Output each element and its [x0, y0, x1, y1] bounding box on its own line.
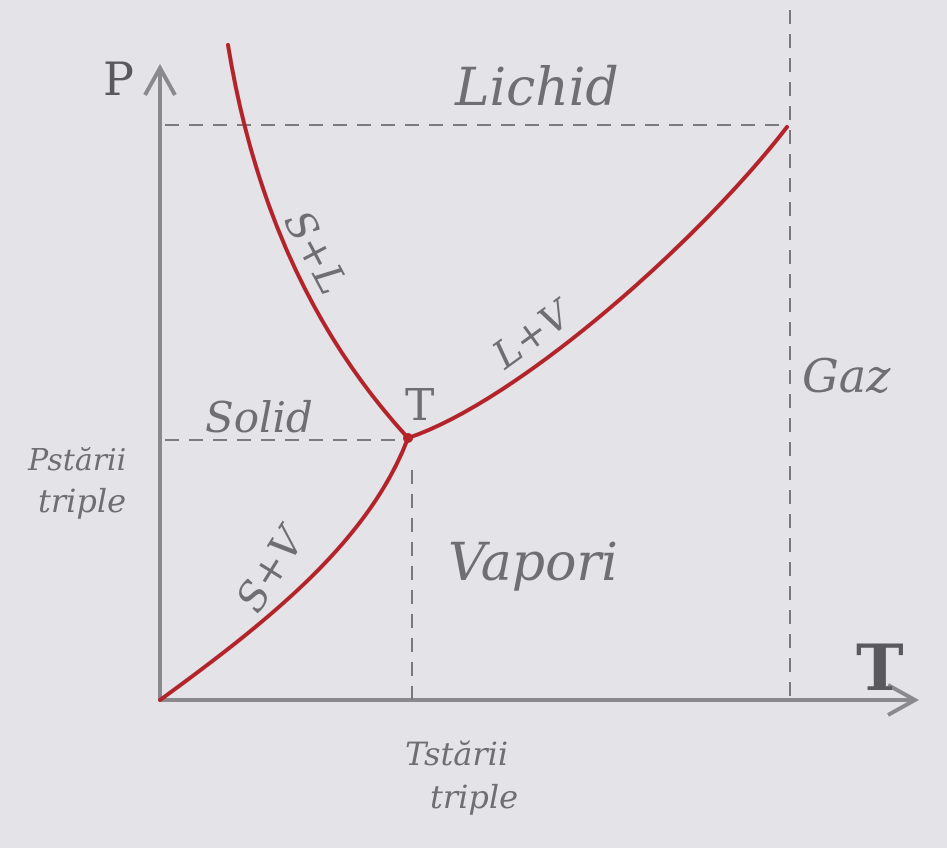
triple-pressure-label-line1: Pstării	[27, 443, 126, 478]
curve-label-solid-vapor: S+V	[227, 516, 316, 620]
solid-vapor-curve	[158, 436, 410, 702]
triple-pressure-label-line2: triple	[38, 482, 126, 520]
triple-point-marker	[403, 433, 413, 443]
y-axis-label: P	[103, 52, 134, 106]
triple-point-label: T	[405, 380, 434, 431]
region-label-liquid: Lichid	[454, 58, 619, 118]
triple-temperature-label-line1: Tstării	[405, 735, 508, 773]
region-label-gas: Gaz	[802, 349, 891, 403]
x-axis-arrowhead	[887, 683, 920, 717]
y-axis-arrowhead	[143, 63, 177, 96]
phase-curves	[158, 43, 789, 702]
triple-pressure-label: Pstării triple	[27, 443, 126, 520]
region-label-solid: Solid	[205, 393, 313, 442]
guide-lines	[165, 10, 791, 700]
solid-liquid-curve	[226, 43, 410, 440]
curve-label-liquid-vapor: L+V	[484, 290, 582, 378]
triple-temperature-label: Tstării triple	[405, 735, 518, 816]
region-label-vapor: Vapori	[448, 533, 618, 593]
triple-temperature-label-line2: triple	[430, 778, 518, 816]
liquid-vapor-curve	[406, 125, 789, 440]
axes	[143, 63, 920, 717]
x-axis-label: T	[856, 631, 904, 706]
